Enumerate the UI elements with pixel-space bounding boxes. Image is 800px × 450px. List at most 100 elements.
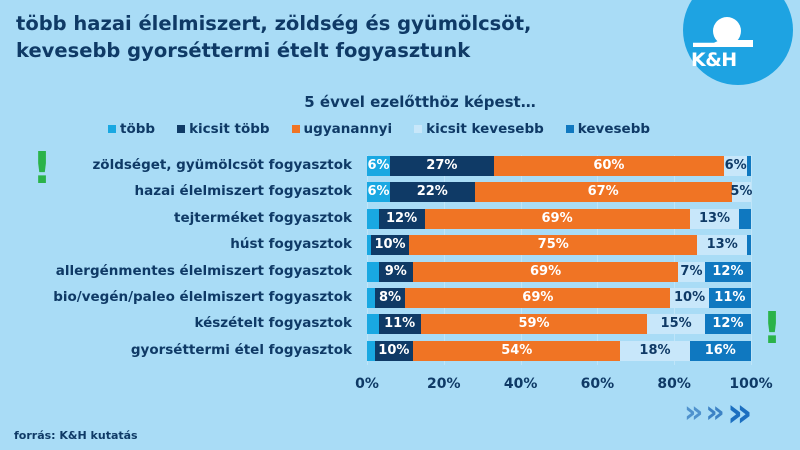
bar-segment bbox=[367, 340, 375, 361]
data-label: 8% bbox=[378, 290, 402, 305]
bar-segment bbox=[374, 288, 406, 308]
data-label: 15% bbox=[660, 316, 692, 332]
data-label: 54% bbox=[501, 342, 533, 358]
data-label: 6% bbox=[367, 184, 390, 200]
legend: több kicsit több ugyanannyi kicsit kevesebb… bbox=[108, 121, 650, 137]
chart-title: 5 évvel ezelőtthöz képest… bbox=[304, 93, 536, 111]
data-label: 10% bbox=[673, 290, 706, 305]
bar-segment bbox=[704, 261, 751, 282]
data-label: 5% bbox=[730, 184, 753, 200]
logo-text: K&H bbox=[691, 49, 737, 71]
data-label: 22% bbox=[416, 184, 448, 200]
legend-label: kicsit több bbox=[189, 121, 270, 137]
exclamation-icon: ! bbox=[762, 303, 783, 354]
x-tick-label: 20% bbox=[427, 376, 461, 392]
data-label: 16% bbox=[704, 342, 736, 358]
bar-segment bbox=[493, 156, 725, 176]
bar-segment bbox=[708, 288, 751, 308]
exclamation-icon: ! bbox=[32, 143, 53, 194]
legend-label: kicsit kevesebb bbox=[426, 121, 544, 137]
bar-segment bbox=[390, 156, 494, 176]
data-label: 13% bbox=[698, 210, 731, 226]
gridline bbox=[751, 155, 752, 365]
x-tick-label: 0% bbox=[355, 376, 379, 392]
bar-segment bbox=[367, 261, 379, 282]
bar-segment bbox=[620, 340, 690, 361]
bar-segment bbox=[367, 208, 379, 229]
legend-label: kevesebb bbox=[577, 121, 651, 137]
gridline bbox=[367, 155, 368, 365]
data-label: 6% bbox=[367, 158, 390, 173]
kh-logo: K&H bbox=[683, 0, 793, 85]
category-label: hazai élelmiszert fogyasztok bbox=[134, 183, 352, 200]
bar-segment bbox=[367, 156, 391, 176]
bar-segment bbox=[420, 314, 648, 335]
bar-segment bbox=[424, 208, 690, 229]
bar-segment bbox=[367, 182, 391, 203]
category-label: készételt fogyasztok bbox=[194, 315, 352, 332]
bar-segment bbox=[367, 235, 371, 256]
bar-segment bbox=[474, 182, 732, 203]
legend-label: több bbox=[120, 121, 156, 137]
bar-segment bbox=[678, 261, 705, 282]
x-tick-label: 40% bbox=[503, 376, 538, 392]
data-label: 12% bbox=[385, 210, 418, 226]
bar-segment bbox=[409, 235, 698, 256]
gridline bbox=[520, 155, 522, 365]
legend-item: ugyanannyi bbox=[291, 121, 393, 137]
title-line-1: több hazai élelmiszert, zöldség és gyümö… bbox=[16, 12, 532, 35]
bar-segment bbox=[367, 288, 375, 308]
category-label: gyorséttermi étel fogyasztok bbox=[130, 341, 352, 358]
legend-swatch bbox=[414, 125, 423, 133]
bar-segment bbox=[405, 288, 671, 308]
data-label: 7% bbox=[680, 263, 703, 279]
data-label: 10% bbox=[378, 342, 410, 358]
legend-label: ugyanannyi bbox=[303, 121, 393, 137]
bar-segment bbox=[697, 235, 748, 256]
legend-item: több bbox=[108, 121, 155, 137]
bar-segment bbox=[739, 208, 751, 229]
legend-swatch bbox=[565, 125, 574, 133]
bar-segment bbox=[374, 340, 414, 361]
legend-item: kicsit kevesebb bbox=[414, 121, 544, 137]
data-label: 59% bbox=[518, 316, 550, 332]
bar-segment bbox=[731, 182, 751, 203]
bar-segment bbox=[378, 261, 414, 282]
bar-segment bbox=[747, 235, 751, 256]
data-label: 12% bbox=[712, 263, 744, 279]
x-tick-label: 100% bbox=[729, 376, 773, 392]
data-label: 11% bbox=[384, 316, 416, 332]
bar-segment bbox=[390, 182, 475, 203]
page-title: több hazai élelmiszert, zöldség és gyümö… bbox=[16, 10, 656, 64]
bar-segment bbox=[670, 288, 709, 308]
data-label: 18% bbox=[639, 342, 671, 358]
bar-segment bbox=[378, 314, 421, 335]
logo-bar-icon bbox=[693, 40, 753, 47]
x-tick-label: 60% bbox=[580, 376, 615, 392]
bar-segment bbox=[367, 314, 379, 335]
bar-segment bbox=[689, 208, 740, 229]
category-label: bio/vegén/paleo élelmiszert fogyasztok bbox=[53, 289, 352, 305]
bar-segment bbox=[724, 156, 748, 176]
legend-swatch bbox=[291, 125, 300, 133]
bar-segment bbox=[378, 208, 425, 229]
bar-segment bbox=[413, 340, 621, 361]
gridline bbox=[674, 155, 676, 365]
data-label: 10% bbox=[374, 237, 406, 253]
data-label: 6% bbox=[724, 158, 747, 173]
data-label: 60% bbox=[593, 158, 625, 173]
legend-item: kicsit több bbox=[177, 121, 270, 137]
category-label: zöldséget, gyümölcsöt fogyasztok bbox=[92, 157, 352, 173]
source-note: forrás: K&H kutatás bbox=[14, 429, 138, 442]
data-label: 12% bbox=[712, 316, 744, 332]
data-label: 75% bbox=[537, 237, 569, 253]
data-label: 69% bbox=[541, 210, 573, 226]
category-label: húst fogyasztok bbox=[230, 236, 352, 253]
legend-swatch bbox=[177, 125, 186, 133]
gridline bbox=[443, 155, 445, 365]
legend-item: kevesebb bbox=[565, 121, 651, 137]
category-label: allergénmentes élelmiszert fogyasztok bbox=[55, 262, 352, 279]
data-label: 69% bbox=[529, 263, 562, 279]
data-label: 27% bbox=[426, 158, 458, 173]
